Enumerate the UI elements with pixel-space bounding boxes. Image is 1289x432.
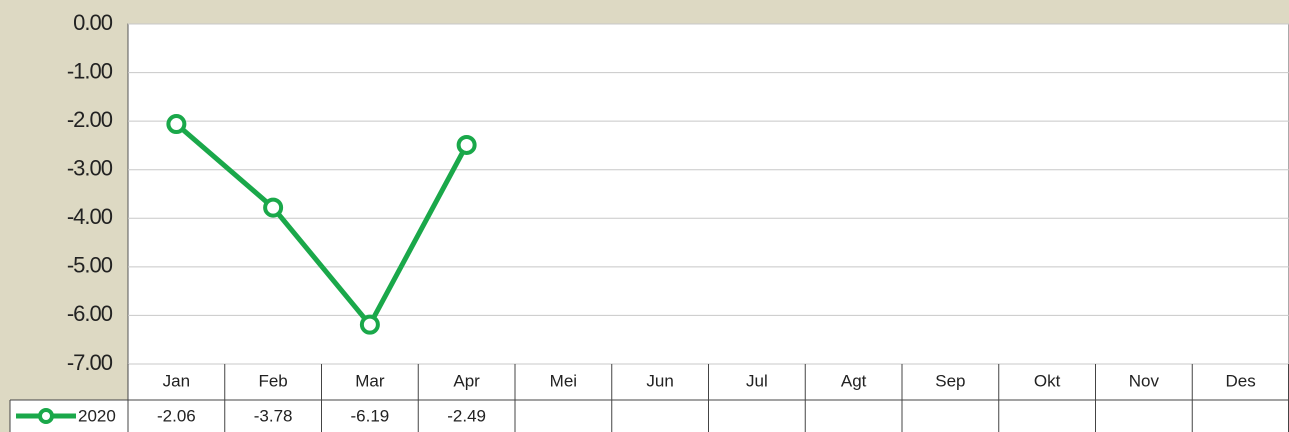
table-value: -2.49 xyxy=(447,406,486,425)
y-tick-label: -3.00 xyxy=(67,156,113,181)
plot-area xyxy=(127,23,1289,365)
data-table-row xyxy=(10,400,1289,432)
table-value: -2.06 xyxy=(157,406,196,425)
data-point xyxy=(166,114,187,135)
x-tick-label: Feb xyxy=(258,371,287,390)
x-tick-label: Sep xyxy=(935,371,965,390)
x-tick-label: Jul xyxy=(746,371,768,390)
x-tick-label: Mar xyxy=(355,371,385,390)
x-tick-label: Nov xyxy=(1129,371,1160,390)
table-value: -6.19 xyxy=(351,406,390,425)
data-point xyxy=(263,197,284,218)
y-tick-label: 0.00 xyxy=(73,10,113,35)
table-value: -3.78 xyxy=(254,406,293,425)
data-point xyxy=(456,134,477,155)
x-tick-label: Jun xyxy=(646,371,673,390)
legend-marker xyxy=(38,408,54,424)
y-tick-label: -4.00 xyxy=(67,204,113,229)
x-tick-label: Okt xyxy=(1034,371,1061,390)
y-tick-label: -6.00 xyxy=(67,301,113,326)
y-tick-label: -7.00 xyxy=(67,350,113,375)
x-tick-label: Mei xyxy=(550,371,577,390)
y-tick-label: -5.00 xyxy=(67,253,113,278)
legend-label: 2020 xyxy=(78,406,116,425)
x-tick-label: Apr xyxy=(453,371,480,390)
series-line xyxy=(174,122,469,330)
y-tick-label: -1.00 xyxy=(67,58,113,83)
x-tick-label: Jan xyxy=(163,371,190,390)
x-tick-label: Des xyxy=(1226,371,1256,390)
y-tick-label: -2.00 xyxy=(67,107,113,132)
x-tick-label: Agt xyxy=(841,371,867,390)
data-point xyxy=(359,314,380,335)
